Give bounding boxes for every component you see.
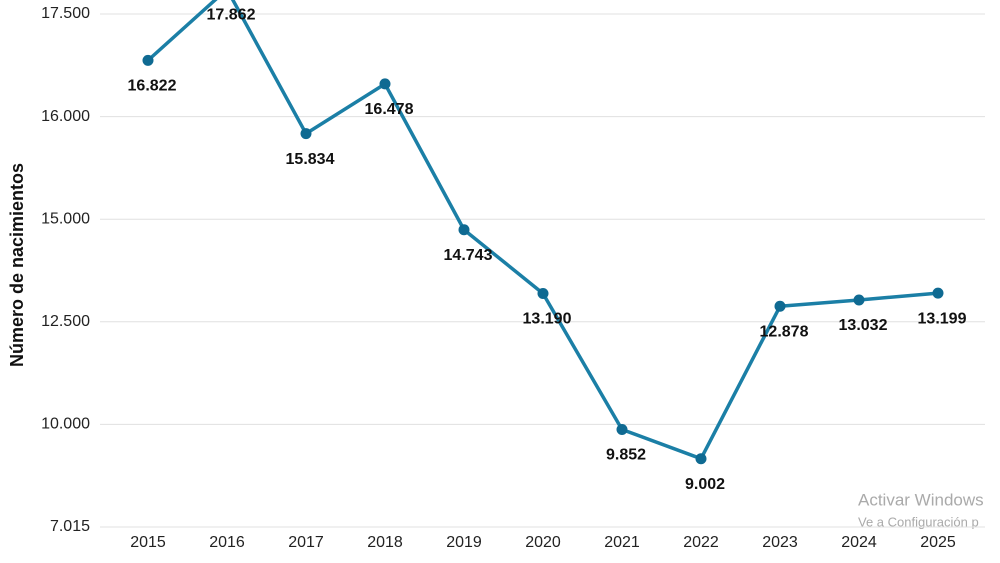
y-tick-label: 16.000	[41, 108, 90, 125]
x-tick-label: 2017	[288, 534, 324, 551]
data-point	[379, 78, 391, 90]
x-tick-label: 2018	[367, 534, 403, 551]
y-tick-label: 10.000	[41, 416, 90, 433]
data-point	[142, 54, 154, 66]
data-label: 14.743	[444, 247, 493, 264]
x-tick-label: 2021	[604, 534, 640, 551]
x-tick-label: 2023	[762, 534, 798, 551]
data-label: 9.002	[685, 476, 725, 493]
x-tick-label: 2022	[683, 534, 719, 551]
data-label: 16.478	[365, 101, 414, 118]
data-point	[458, 224, 470, 236]
data-label: 17.862	[207, 6, 256, 23]
data-label: 13.199	[918, 310, 967, 327]
data-label: 15.834	[286, 151, 335, 168]
watermark-title: Activar Windows	[858, 490, 984, 509]
data-label: 9.852	[606, 447, 646, 464]
data-point	[300, 128, 312, 140]
x-tick-label: 2019	[446, 534, 482, 551]
data-point	[932, 287, 944, 299]
y-axis-label: Número de nacimientos	[7, 163, 27, 367]
x-tick-label: 2015	[130, 534, 166, 551]
x-tick-label: 2024	[841, 534, 877, 551]
data-label: 13.190	[523, 311, 572, 328]
x-tick-label: 2025	[920, 534, 956, 551]
data-point	[616, 423, 628, 435]
y-tick-label: 7.015	[50, 518, 90, 535]
y-tick-label: 12.500	[41, 313, 90, 330]
data-label: 13.032	[839, 317, 888, 334]
y-tick-label: 15.000	[41, 210, 90, 227]
data-line	[146, 0, 939, 461]
data-label: 12.878	[760, 324, 809, 341]
x-tick-label: 2016	[209, 534, 245, 551]
y-tick-label: 17.500	[41, 5, 90, 22]
data-point	[774, 300, 786, 312]
data-label: 16.822	[128, 78, 177, 95]
data-point	[695, 453, 707, 465]
data-point	[537, 287, 549, 299]
watermark-subtitle: Ve a Configuración p	[858, 514, 979, 529]
data-point	[853, 294, 865, 306]
x-tick-label: 2020	[525, 534, 561, 551]
